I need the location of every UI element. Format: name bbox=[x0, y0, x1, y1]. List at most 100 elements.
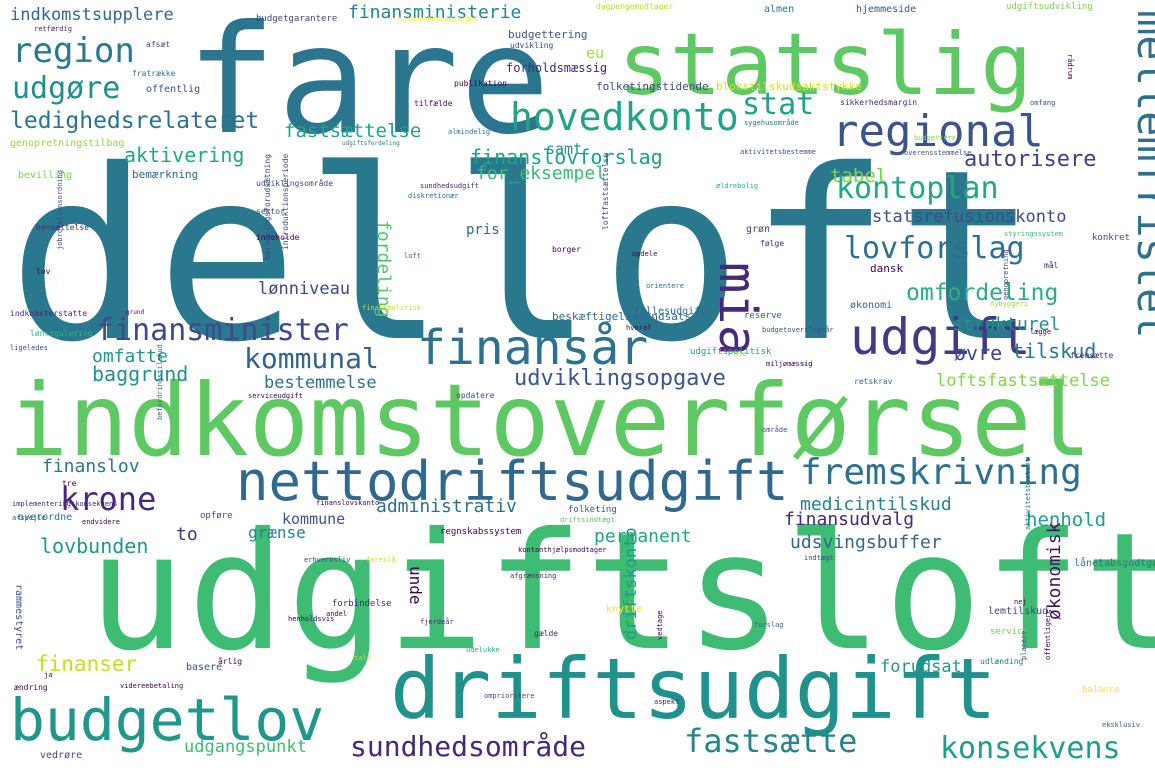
word-stat: stat bbox=[742, 87, 814, 122]
word-genopretning: vedtage bbox=[656, 610, 664, 640]
word-overordne: afspejle bbox=[12, 514, 46, 522]
word-driftskonto: driftskonto bbox=[621, 527, 641, 640]
word-permanent: permanent bbox=[594, 526, 692, 547]
word-mellemfristet: mellemfristet bbox=[1128, 10, 1155, 339]
word-miljomaessig: ble bbox=[734, 350, 747, 358]
word-indtaegt: regnskabssystem bbox=[440, 527, 521, 537]
word-indkomstoverforsel: indkomstoverførsel bbox=[8, 362, 1092, 479]
word-offentlig: offentlig bbox=[146, 84, 200, 95]
word-statslig: statslig bbox=[618, 15, 1032, 115]
word-almindelig: almindelig bbox=[448, 128, 490, 136]
word-statsrefusionskonto: statsrefusionskonto bbox=[872, 207, 1066, 227]
word-gaelde: fjerdeår bbox=[420, 617, 454, 626]
word-udgift: udgift bbox=[850, 308, 1031, 366]
word-administrativ: administrativ bbox=[376, 496, 517, 517]
word-reserve: fællesudgift bbox=[634, 306, 706, 317]
word-lonniveau: lønniveau bbox=[258, 279, 350, 299]
word-budgetgarantere: budgetgarantere bbox=[256, 14, 337, 24]
word-hjemmeside: hjemmeside bbox=[856, 4, 916, 15]
word-omfordeling: omfordeling bbox=[906, 280, 1058, 306]
word-indkomstsupplere: indkomstsupplere bbox=[10, 5, 174, 25]
word-kontoplan: kontoplan bbox=[836, 171, 999, 206]
word-driftsindtaegt: folketing bbox=[568, 505, 617, 515]
word-aeldrebolig: diskretionær bbox=[408, 192, 459, 200]
word-tilskud: tilskud bbox=[1012, 339, 1096, 363]
word-budgetlov: budgetlov bbox=[10, 686, 324, 754]
word-autorisere: autorisere bbox=[964, 147, 1096, 172]
word-afspejle: implementeringskonsekvens bbox=[12, 500, 117, 508]
word-samt: samt bbox=[546, 140, 582, 158]
word-fastsaettelse: fastsættelse bbox=[284, 120, 421, 142]
word-krone: krone bbox=[60, 480, 156, 518]
word-loftfastsaettelse: jobrotationsordning bbox=[56, 170, 64, 250]
word-budgetoverslagsar: hvoraf bbox=[626, 324, 651, 332]
word-forbindelse: nej bbox=[1014, 598, 1027, 606]
word-udgiftspolitisk: lægge bbox=[1030, 328, 1051, 336]
word-radrum: loftfastsættelse bbox=[601, 153, 610, 230]
word-budgettere: budgettere bbox=[914, 134, 956, 142]
word-videreebetaling: ændring bbox=[14, 683, 48, 692]
word-strukturel: strukturel bbox=[952, 314, 1060, 335]
word-beregningsforudsaetning: offentligere bbox=[1044, 609, 1052, 660]
word-region: region bbox=[12, 31, 135, 71]
word-udvikling: udvikling bbox=[510, 41, 554, 50]
word-ledighedsrelateret: ledighedsrelateret bbox=[10, 108, 259, 134]
word-udgiftsloft: udgiftsloft bbox=[88, 499, 1155, 687]
word-lanetabsgodtgorelse: indtægt bbox=[804, 554, 834, 562]
word-lov: konkret bbox=[1092, 233, 1130, 243]
word-konsekvens: konsekvens bbox=[940, 731, 1121, 766]
word-henhold: henhold bbox=[1026, 509, 1106, 531]
word-mia: mia bbox=[707, 262, 767, 356]
word-ble: udgiftspolitisk bbox=[690, 347, 772, 357]
word-fremsaette: sid bbox=[800, 360, 813, 368]
word-knytte: gælde bbox=[534, 629, 558, 638]
word-afsaet: afsæt bbox=[146, 40, 170, 49]
word-befordringstilskud: introduktionsperiode bbox=[281, 153, 290, 250]
word-sikkerhedsmargin: sikkerhedsmargin bbox=[840, 98, 917, 107]
word-konkret: styringssystem bbox=[1004, 230, 1063, 238]
word-aktivitetsbestemt: genopretning bbox=[1002, 249, 1010, 300]
word-eksklusiv: vedrøre bbox=[40, 750, 82, 761]
word-nej: afgrænsning bbox=[510, 572, 556, 580]
word-ovre: øvre bbox=[954, 341, 1002, 365]
word-hovedkonto: hovedkonto bbox=[510, 95, 739, 139]
word-lemtilskud: forslag bbox=[754, 621, 784, 629]
word-service: lemtilskud bbox=[988, 606, 1048, 617]
word-endvidere: opføre bbox=[200, 511, 233, 521]
word-okonomi: orientere bbox=[646, 282, 684, 290]
word-grund: aktivitetsbestemt bbox=[1024, 458, 1032, 530]
word-folge: grøn bbox=[746, 224, 770, 235]
word-budgettering: budgettering bbox=[508, 28, 587, 41]
word-blokstilskudsaktstykke: blokstilskudsaktstykke bbox=[716, 80, 862, 93]
word-driftsudgift: driftsudgift bbox=[390, 640, 997, 738]
word-tilfaelde: tilfælde bbox=[414, 99, 453, 108]
word-udviklingsopgave: udviklingsopgave bbox=[514, 366, 726, 391]
word-implementeringskonsekvens: tre bbox=[62, 479, 77, 488]
word-loft: indeholde bbox=[256, 233, 300, 242]
word-finansar: finansår bbox=[417, 320, 648, 376]
word-serviceudgift: fremsætte bbox=[1070, 351, 1114, 360]
word-faellesudgift: beskæftigelsesindsats bbox=[552, 310, 691, 323]
word-omfatte: omfatte bbox=[92, 346, 168, 367]
word-finanslov: finanslov bbox=[42, 456, 140, 477]
word-forudsat: forudsat bbox=[880, 657, 962, 677]
word-holdbarhedsudvalget: holdbarhedsudvalget bbox=[398, 15, 478, 23]
word-styringssystem: følge bbox=[760, 239, 784, 248]
word-udelukke: tale bbox=[354, 654, 371, 662]
word-opfore: overordne bbox=[18, 512, 72, 523]
word-finanser: finanser bbox=[36, 652, 137, 676]
word-medicintilskud: medicintilskud bbox=[800, 494, 952, 515]
word-udgiftsfordeling: grund bbox=[126, 309, 144, 316]
word-fare: fare bbox=[186, 0, 551, 168]
word-balance: aspekt bbox=[654, 698, 679, 706]
word-gron: opdele bbox=[632, 250, 657, 258]
word-lovbunden: lovbunden bbox=[40, 534, 148, 558]
word-regional: regional bbox=[832, 106, 1044, 157]
word-kommunal: kommunal bbox=[244, 342, 379, 375]
word-fordeling: fordeling bbox=[373, 220, 394, 318]
word-hensaettelse: ældrebolig bbox=[716, 182, 758, 190]
word-graense: grænse bbox=[248, 523, 306, 542]
word-folketingstidende: folketingstidende bbox=[596, 80, 709, 93]
word-arlig: basere bbox=[186, 662, 222, 673]
word-overensstemmelse: overensstemmelse bbox=[904, 149, 971, 157]
